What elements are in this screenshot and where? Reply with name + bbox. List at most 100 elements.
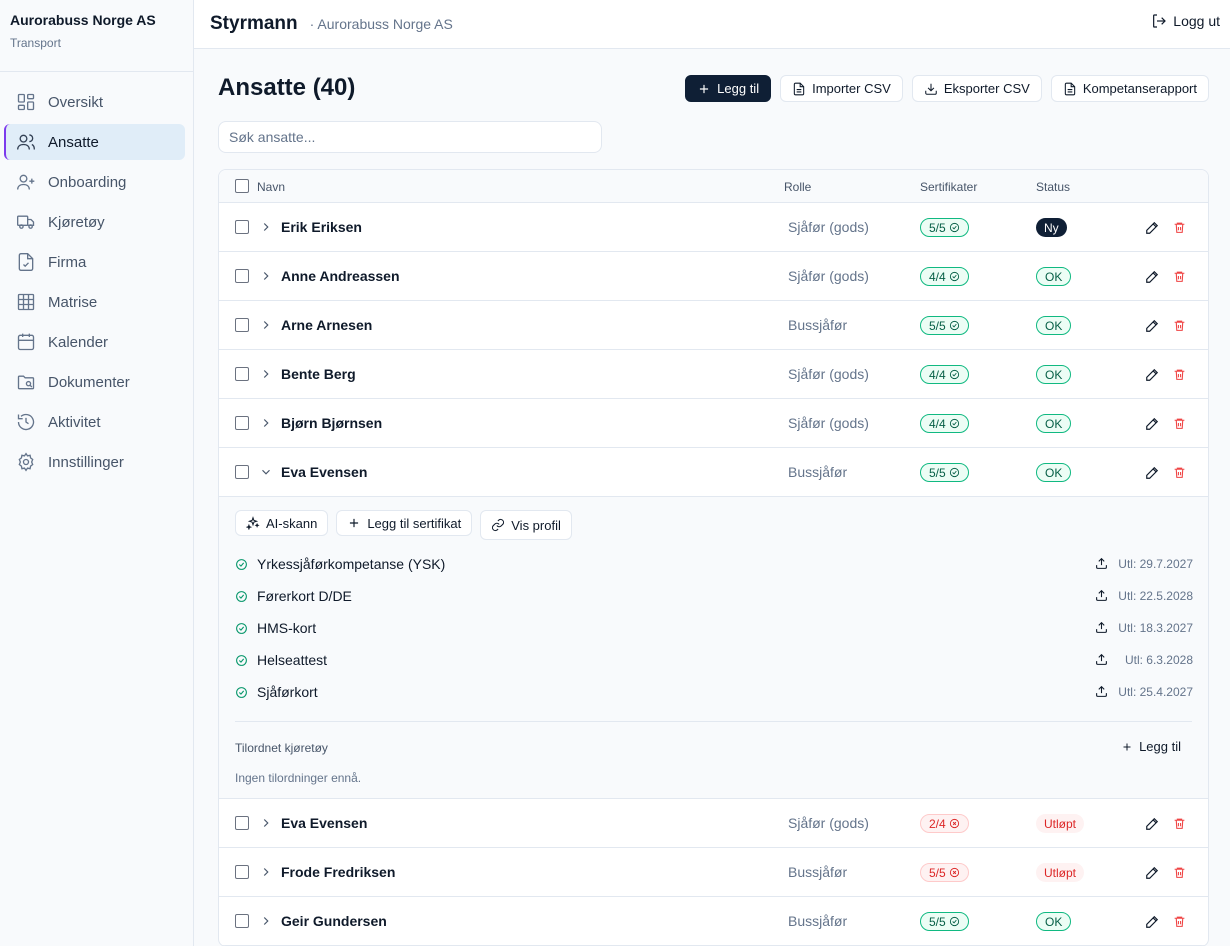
- sidebar-item-label: Aktivitet: [48, 413, 101, 431]
- logout-label: Logg ut: [1173, 13, 1220, 29]
- check-circle-icon: [949, 271, 959, 282]
- logout-button[interactable]: Logg ut: [1151, 13, 1220, 29]
- select-all-checkbox[interactable]: [235, 179, 249, 193]
- row-checkbox[interactable]: [235, 465, 249, 479]
- certificate-item: HMS-kort Utl: 18.3.2027: [235, 612, 1193, 644]
- sidebar-item-aktivitet[interactable]: Aktivitet: [4, 404, 185, 440]
- employee-name[interactable]: Eva Evensen: [281, 464, 368, 480]
- edit-icon[interactable]: [1145, 270, 1159, 284]
- sidebar-item-innstillinger[interactable]: Innstillinger: [4, 444, 185, 480]
- sidebar-item-oversikt[interactable]: Oversikt: [4, 84, 185, 120]
- import-csv-button[interactable]: Importer CSV: [780, 75, 903, 102]
- employee-name[interactable]: Bente Berg: [281, 366, 356, 382]
- calendar-icon: [17, 333, 35, 351]
- plus-icon: [700, 84, 709, 93]
- upload-icon[interactable]: [1095, 589, 1108, 602]
- certificate-list: Yrkessjåførkompetanse (YSK) Utl: 29.7.202…: [235, 548, 1193, 708]
- employee-name[interactable]: Erik Eriksen: [281, 219, 362, 235]
- sidebar-item-kjoretoy[interactable]: Kjøretøy: [4, 204, 185, 240]
- trash-icon[interactable]: [1173, 817, 1186, 830]
- sidebar-item-ansatte[interactable]: Ansatte: [4, 124, 185, 160]
- edit-icon[interactable]: [1145, 817, 1159, 831]
- add-vehicle-button[interactable]: Legg til: [1121, 739, 1181, 754]
- upload-icon[interactable]: [1095, 557, 1108, 570]
- chevron-down-icon[interactable]: [259, 465, 273, 479]
- sidebar-item-dokumenter[interactable]: Dokumenter: [4, 364, 185, 400]
- chevron-right-icon[interactable]: [259, 367, 273, 381]
- table-row[interactable]: Anne Andreassen Sjåfør (gods) 4/4 OK: [219, 252, 1208, 301]
- sidebar-item-firma[interactable]: Firma: [4, 244, 185, 280]
- chevron-right-icon[interactable]: [259, 865, 273, 879]
- table-row[interactable]: Frode Fredriksen Bussjåfør 5/5 Utløpt: [219, 848, 1208, 897]
- table-row[interactable]: Erik Eriksen Sjåfør (gods) 5/5 Ny: [219, 203, 1208, 252]
- edit-icon[interactable]: [1145, 866, 1159, 880]
- column-header-name[interactable]: Navn: [257, 180, 286, 194]
- edit-icon[interactable]: [1145, 915, 1159, 929]
- row-checkbox[interactable]: [235, 220, 249, 234]
- trash-icon[interactable]: [1173, 417, 1186, 430]
- trash-icon[interactable]: [1173, 466, 1186, 479]
- status-badge: OK: [1036, 463, 1072, 482]
- competence-report-button[interactable]: Kompetanserapport: [1050, 75, 1209, 102]
- link-icon: [492, 518, 505, 532]
- edit-icon[interactable]: [1145, 466, 1159, 480]
- table-row[interactable]: Bente Berg Sjåfør (gods) 4/4 OK: [219, 350, 1208, 399]
- table-row[interactable]: Arne Arnesen Bussjåfør 5/5 OK: [219, 301, 1208, 350]
- chevron-right-icon[interactable]: [259, 816, 273, 830]
- trash-icon[interactable]: [1173, 915, 1186, 928]
- view-profile-button[interactable]: Vis profil: [480, 510, 572, 540]
- employee-name[interactable]: Anne Andreassen: [281, 268, 400, 284]
- table-row[interactable]: Bjørn Bjørnsen Sjåfør (gods) 4/4 OK: [219, 399, 1208, 448]
- edit-icon[interactable]: [1145, 417, 1159, 431]
- edit-icon[interactable]: [1145, 221, 1159, 235]
- employee-name[interactable]: Bjørn Bjørnsen: [281, 415, 383, 431]
- row-checkbox[interactable]: [235, 914, 249, 928]
- certificate-expiry: Utl: 22.5.2028: [1118, 589, 1193, 603]
- chevron-right-icon[interactable]: [259, 269, 273, 283]
- upload-icon[interactable]: [1095, 685, 1108, 698]
- check-circle-icon: [236, 622, 247, 634]
- add-employee-button[interactable]: Legg til: [685, 75, 772, 102]
- chevron-right-icon[interactable]: [259, 318, 273, 332]
- table-row[interactable]: Eva Evensen Bussjåfør 5/5 OK: [219, 448, 1208, 497]
- sidebar-item-matrise[interactable]: Matrise: [4, 284, 185, 320]
- trash-icon[interactable]: [1173, 270, 1186, 283]
- row-checkbox[interactable]: [235, 269, 249, 283]
- status-badge: OK: [1036, 414, 1072, 433]
- sidebar-item-onboarding[interactable]: Onboarding: [4, 164, 185, 200]
- certificate-expiry: Utl: 29.7.2027: [1118, 557, 1193, 571]
- column-header-status[interactable]: Status: [1036, 180, 1071, 194]
- row-checkbox[interactable]: [235, 816, 249, 830]
- trash-icon[interactable]: [1173, 221, 1186, 234]
- table-row[interactable]: Geir Gundersen Bussjåfør 5/5 OK: [219, 897, 1208, 946]
- check-circle-icon: [949, 320, 959, 331]
- row-checkbox[interactable]: [235, 865, 249, 879]
- column-header-certificates[interactable]: Sertifikater: [920, 180, 978, 194]
- employee-name[interactable]: Eva Evensen: [281, 815, 368, 831]
- edit-icon[interactable]: [1145, 319, 1159, 333]
- export-csv-button[interactable]: Eksporter CSV: [911, 75, 1042, 102]
- employee-name[interactable]: Arne Arnesen: [281, 317, 373, 333]
- column-header-role[interactable]: Rolle: [784, 180, 812, 194]
- trash-icon[interactable]: [1173, 866, 1186, 879]
- search-input[interactable]: [218, 121, 602, 153]
- upload-icon[interactable]: [1095, 653, 1108, 666]
- chevron-right-icon[interactable]: [259, 220, 273, 234]
- add-certificate-button[interactable]: Legg til sertifikat: [336, 510, 473, 536]
- upload-icon[interactable]: [1095, 621, 1108, 634]
- sidebar-item-kalender[interactable]: Kalender: [4, 324, 185, 360]
- row-checkbox[interactable]: [235, 318, 249, 332]
- sidebar-nav: Oversikt Ansatte Onboarding Kjøretøy Fir…: [0, 72, 193, 480]
- trash-icon[interactable]: [1173, 319, 1186, 332]
- edit-icon[interactable]: [1145, 368, 1159, 382]
- row-checkbox[interactable]: [235, 416, 249, 430]
- table-row[interactable]: Eva Evensen Sjåfør (gods) 2/4 Utløpt: [219, 799, 1208, 848]
- competence-report-label: Kompetanserapport: [1082, 81, 1197, 96]
- ai-scan-button[interactable]: AI-skann: [235, 510, 329, 536]
- employee-name[interactable]: Geir Gundersen: [281, 913, 387, 929]
- employee-name[interactable]: Frode Fredriksen: [281, 864, 396, 880]
- trash-icon[interactable]: [1173, 368, 1186, 381]
- chevron-right-icon[interactable]: [259, 416, 273, 430]
- chevron-right-icon[interactable]: [259, 914, 273, 928]
- row-checkbox[interactable]: [235, 367, 249, 381]
